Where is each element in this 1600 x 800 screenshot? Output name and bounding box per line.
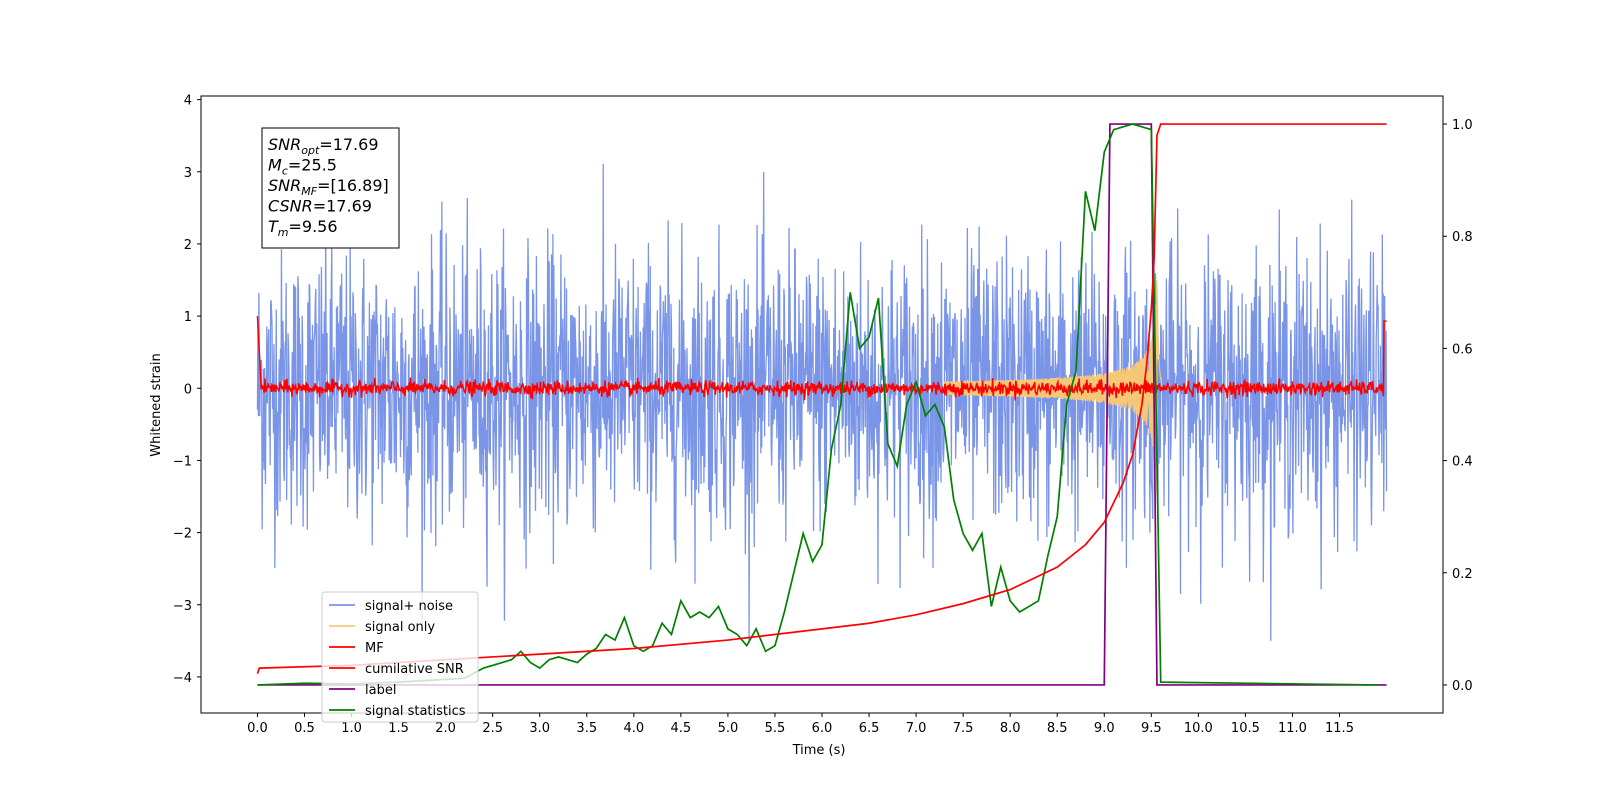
series-mf [256,316,1387,401]
y-right-tick-label: 0.6 [1452,342,1473,357]
series-signal-statistics [257,123,1378,686]
legend-frame [321,591,479,723]
y-right-tick-label: 0.8 [1452,230,1473,245]
y-left-tick-label: 0 [184,382,192,397]
legend-label: signal+ noise [365,599,453,614]
x-tick-label: 7.5 [953,721,974,736]
y-left-tick-label: 4 [184,94,192,109]
info-line: Tm=9.56 [268,217,338,239]
x-tick-label: 11.5 [1325,721,1354,736]
y-left-tick-label: −4 [173,671,192,686]
legend-label: cumilative SNR [365,662,464,677]
y-left-tick-label: 2 [184,238,192,253]
x-tick-label: 10.5 [1231,721,1260,736]
info-line: CSNR=17.69 [268,197,372,216]
y-left-tick-label: −1 [173,454,192,469]
y-left-tick-label: −2 [173,527,192,542]
x-tick-label: 0.0 [247,721,268,736]
legend-label: signal statistics [365,704,466,719]
x-axis: 0.0 0.5 1.0 1.5 2.0 2.5 3.0 3.5 4.0 4.5 5.0 5.5 6.0 6… [247,713,1354,736]
y-axis-label: Whitened strain [149,353,164,456]
x-tick-label: 7.0 [906,721,927,736]
x-tick-label: 3.0 [529,721,550,736]
y-right-tick-label: 1.0 [1452,118,1473,133]
x-tick-label: 4.0 [623,721,644,736]
y-right-tick-label: 0.2 [1452,567,1473,582]
x-tick-label: 6.0 [812,721,833,736]
legend-label: signal only [365,620,435,635]
legend-label: MF [365,641,384,656]
legend-label: label [365,683,396,698]
x-tick-label: 8.0 [1000,721,1021,736]
y-axis-right: 0.0 0.2 0.4 0.6 0.8 1.0 [1443,118,1473,694]
series-signal-noise [256,163,1388,641]
x-tick-label: 5.5 [765,721,786,736]
series-cumulative-snr [256,123,1387,675]
x-tick-label: 3.5 [576,721,597,736]
x-tick-label: 0.5 [294,721,315,736]
x-tick-label: 5.0 [718,721,739,736]
y-left-tick-label: −3 [173,599,192,614]
x-tick-label: 2.5 [482,721,503,736]
x-tick-label: 9.5 [1141,721,1162,736]
info-line: Mc=25.5 [268,156,337,178]
x-tick-label: 6.5 [859,721,880,736]
x-tick-label: 11.0 [1278,721,1307,736]
x-tick-label: 10.0 [1184,721,1213,736]
y-right-tick-label: 0.4 [1452,455,1473,470]
series-layer [256,123,1388,686]
y-axis-left: −4 −3 −2 −1 0 1 2 3 4 [173,94,201,686]
x-tick-label: 9.0 [1094,721,1115,736]
x-tick-label: 1.5 [388,721,409,736]
y-left-tick-label: 3 [184,166,192,181]
parameter-info-box: SNRopt=17.69Mc=25.5SNRMF=[16.89]CSNR=17.… [261,127,400,249]
y-left-tick-label: 1 [184,310,192,325]
legend: signal+ noise signal only MF cumilative SNR… [321,591,479,723]
y-right-tick-label: 0.0 [1452,679,1473,694]
x-tick-label: 8.5 [1047,721,1068,736]
info-box-frame [261,127,400,249]
x-tick-label: 2.0 [435,721,456,736]
x-tick-label: 4.5 [671,721,692,736]
info-line: SNRopt=17.69 [268,135,379,157]
info-line: SNRMF=[16.89] [268,176,389,198]
x-tick-label: 1.0 [341,721,362,736]
x-axis-label: Time (s) [792,743,846,758]
